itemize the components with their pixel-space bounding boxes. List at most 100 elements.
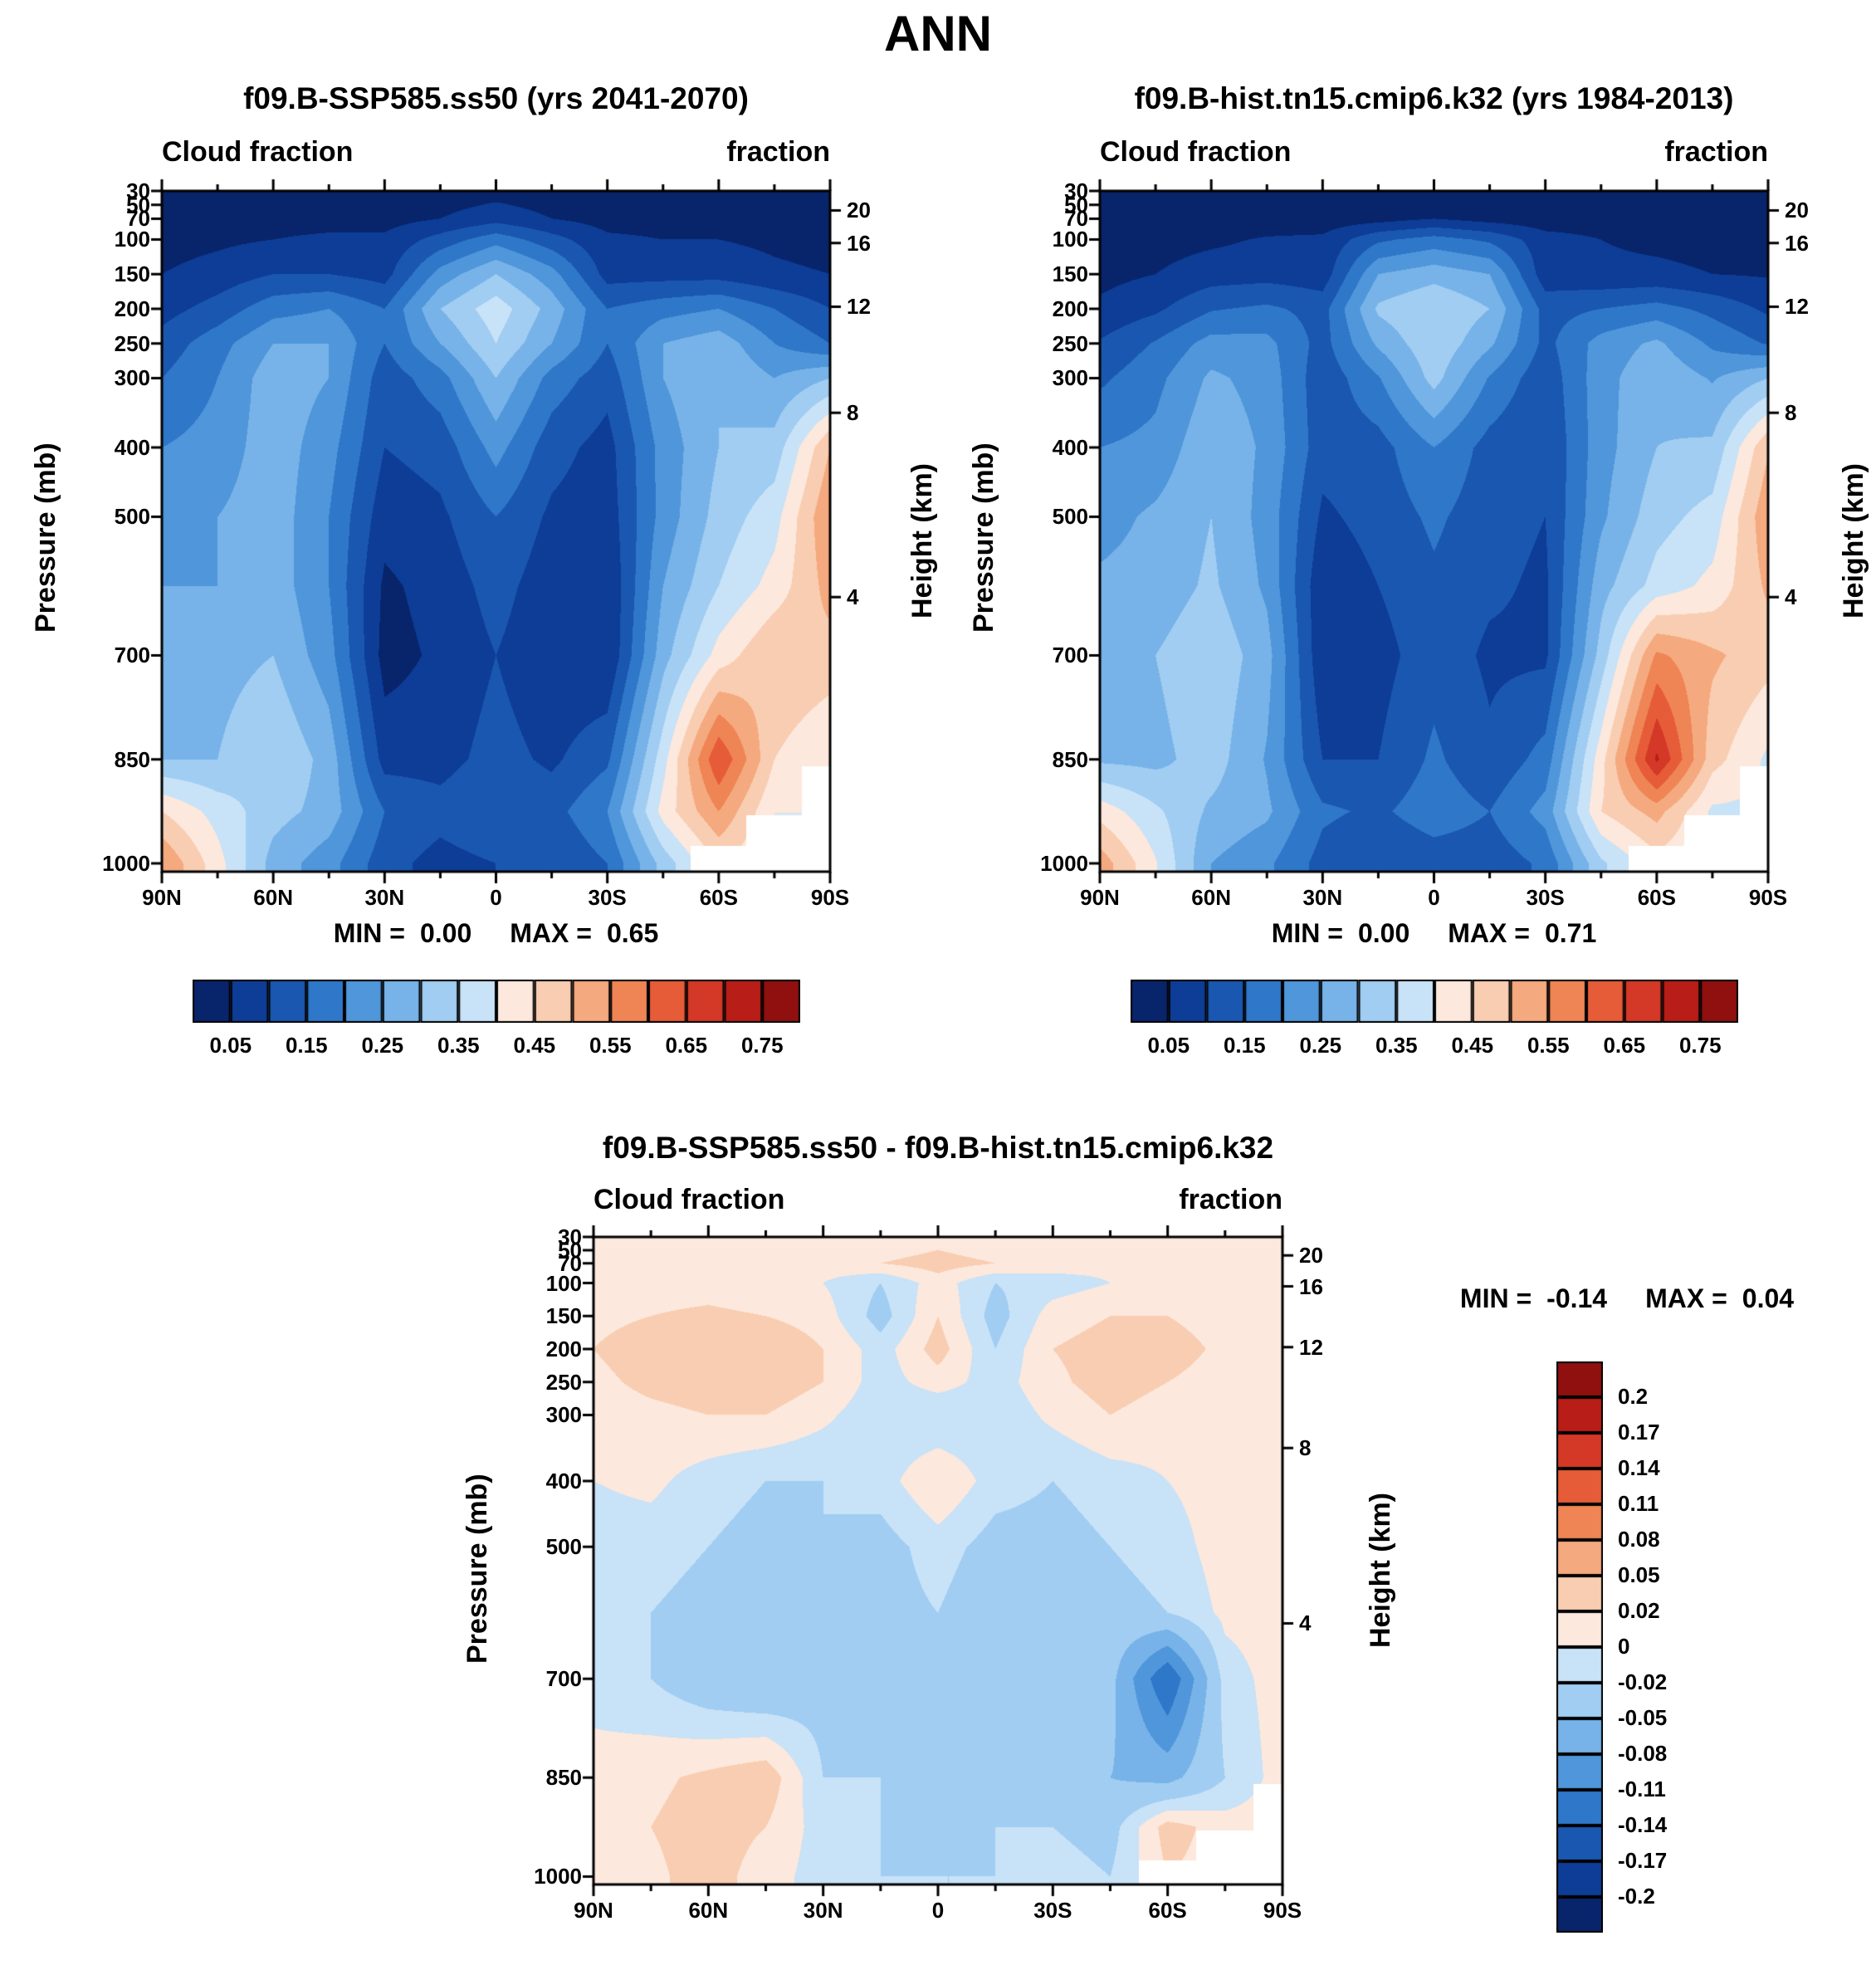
pressure-tick-label: 250 (545, 1369, 582, 1395)
pressure-tick-label: 500 (1052, 504, 1088, 530)
max-label: MAX = (510, 918, 592, 948)
pressure-tick-label: 400 (114, 434, 150, 460)
colorbar-ssp585 (193, 980, 800, 1023)
pressure-tick-label: 200 (545, 1337, 582, 1362)
field-name-label-ssp585: Cloud fraction (162, 136, 354, 168)
colorbar-value-label: 0.25 (1299, 1033, 1342, 1058)
pressure-tick-label: 30 (558, 1224, 582, 1249)
height-tick-label: 8 (1785, 400, 1797, 426)
latitude-tick-label: 60N (253, 885, 293, 910)
colorbar-value-label: 0.05 (1147, 1033, 1190, 1058)
min-value: 0.00 (419, 918, 472, 948)
figure-title: ANN (884, 6, 992, 61)
min-value: -0.14 (1546, 1283, 1608, 1313)
pressure-tick-label: 30 (126, 178, 150, 203)
pressure-tick-label: 200 (114, 296, 150, 321)
height-tick-label: 12 (1785, 294, 1809, 320)
colorbar-value-label: -0.08 (1618, 1741, 1668, 1766)
height-tick-label: 16 (1785, 230, 1809, 256)
pressure-tick-label: 150 (114, 262, 150, 287)
height-tick-label: 16 (847, 230, 871, 256)
colorbar-value-label: -0.17 (1618, 1848, 1668, 1873)
contour-plot-hist (1087, 178, 1781, 885)
minmax-readout-hist: MIN = 0.00 MAX = 0.71 (1100, 918, 1768, 949)
pressure-tick-label: 850 (545, 1765, 582, 1791)
colorbar-value-label: -0.11 (1618, 1777, 1666, 1801)
colorbar-value-label: 0.02 (1618, 1598, 1660, 1623)
latitude-tick-label: 30S (1033, 1898, 1072, 1923)
colorbar-value-label: -0.2 (1618, 1884, 1655, 1909)
colorbar-value-label: 0.25 (361, 1033, 404, 1058)
pressure-tick-label: 400 (545, 1468, 582, 1493)
pressure-tick-label: 1000 (102, 850, 150, 876)
pressure-tick-label: 700 (114, 643, 150, 668)
colorbar-diff (1556, 1361, 1603, 1933)
min-label: MIN = (333, 918, 405, 948)
colorbar-value-label: 0.75 (1678, 1033, 1722, 1058)
colorbar-value-label: 0.05 (1618, 1562, 1660, 1587)
colorbar-value-label: 0.45 (1451, 1033, 1494, 1058)
min-label: MIN = (1271, 918, 1343, 948)
latitude-tick-label: 90S (1263, 1898, 1302, 1923)
latitude-tick-label: 60S (699, 885, 738, 910)
max-value: 0.71 (1544, 918, 1597, 948)
pressure-tick-label: 50 (126, 192, 150, 218)
units-label-ssp585: fraction (726, 136, 830, 168)
latitude-tick-label: 90N (142, 885, 182, 910)
pressure-tick-label: 70 (126, 206, 150, 232)
pressure-tick-label: 50 (558, 1237, 582, 1263)
height-axis-label: Height (km) (906, 463, 938, 618)
latitude-tick-label: 30N (364, 885, 405, 910)
colorbar-value-label: 0.35 (437, 1033, 480, 1058)
contour-plot-ssp585 (149, 178, 843, 885)
colorbar-value-label: 0.14 (1618, 1455, 1660, 1480)
latitude-tick-label: 30N (1302, 885, 1343, 910)
height-axis-label: Height (km) (1365, 1493, 1396, 1648)
units-label-hist: fraction (1664, 136, 1768, 168)
colorbar-value-label: 0.17 (1618, 1420, 1660, 1444)
panel-title-hist: f09.B-hist.tn15.cmip6.k32 (yrs 1984-2013… (1134, 81, 1734, 115)
latitude-tick-label: 30S (588, 885, 627, 910)
height-tick-label: 8 (1299, 1435, 1312, 1461)
height-tick-label: 8 (847, 400, 859, 426)
pressure-tick-label: 200 (1052, 296, 1088, 321)
pressure-tick-label: 500 (545, 1534, 582, 1560)
height-tick-label: 16 (1299, 1273, 1323, 1299)
colorbar-value-label: 0.65 (665, 1033, 708, 1058)
field-name-label-hist: Cloud fraction (1100, 136, 1292, 168)
latitude-tick-label: 90S (810, 885, 850, 910)
colorbar-value-label: 0.75 (740, 1033, 784, 1058)
height-tick-label: 12 (1299, 1334, 1323, 1360)
pressure-tick-label: 250 (114, 330, 150, 356)
colorbar-value-label: -0.14 (1618, 1812, 1668, 1837)
pressure-tick-label: 300 (1052, 365, 1088, 391)
min-label: MIN = (1459, 1283, 1532, 1313)
pressure-tick-label: 70 (1064, 206, 1088, 232)
pressure-tick-label: 1000 (1040, 850, 1088, 876)
pressure-tick-label: 850 (114, 746, 150, 772)
colorbar-value-label: 0.35 (1375, 1033, 1418, 1058)
max-value: 0.65 (606, 918, 659, 948)
pressure-tick-label: 500 (114, 504, 150, 530)
panel-title-diff: f09.B-SSP585.ss50 - f09.B-hist.tn15.cmip… (602, 1131, 1274, 1165)
pressure-tick-label: 300 (545, 1402, 582, 1428)
latitude-tick-label: 30S (1526, 885, 1565, 910)
pressure-tick-label: 100 (545, 1270, 582, 1296)
pressure-axis-label: Pressure (mb) (968, 442, 999, 633)
pressure-axis-label: Pressure (mb) (462, 1474, 493, 1664)
max-label: MAX = (1645, 1283, 1727, 1313)
pressure-tick-label: 850 (1052, 746, 1088, 772)
height-tick-label: 4 (847, 584, 859, 610)
pressure-tick-label: 100 (1052, 227, 1088, 252)
colorbar-value-label: 0.2 (1618, 1384, 1649, 1409)
contour-plot-diff (580, 1224, 1296, 1898)
pressure-tick-label: 400 (1052, 434, 1088, 460)
colorbar-hist (1131, 980, 1738, 1023)
latitude-tick-label: 90N (574, 1898, 613, 1923)
colorbar-value-label: 0.55 (589, 1033, 632, 1058)
pressure-tick-label: 700 (545, 1666, 582, 1692)
colorbar-value-label: -0.05 (1618, 1705, 1668, 1730)
pressure-tick-label: 70 (558, 1250, 582, 1276)
height-tick-label: 20 (1299, 1243, 1323, 1268)
panel-title-ssp585: f09.B-SSP585.ss50 (yrs 2041-2070) (243, 81, 749, 115)
